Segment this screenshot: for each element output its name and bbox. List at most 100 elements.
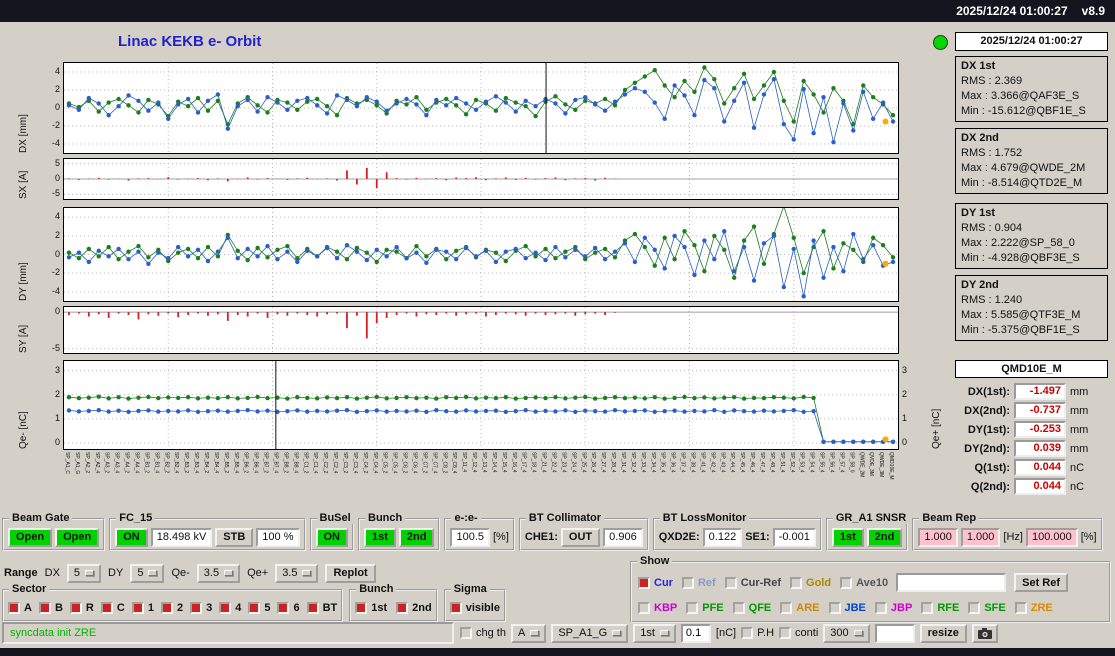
checkbox-indicator[interactable]	[131, 602, 144, 614]
checkbox-bt[interactable]: BT	[306, 602, 337, 614]
checkbox-indicator[interactable]	[828, 601, 841, 614]
checkbox-3[interactable]: 3	[190, 602, 212, 614]
checkbox-indicator[interactable]	[160, 602, 173, 614]
dx-orbit-plot[interactable]: 4 2 0 -2 -4 DX [mm]	[18, 62, 899, 154]
checkbox-gold[interactable]: Gold	[790, 576, 831, 589]
checkbox-a[interactable]: A	[8, 602, 32, 614]
checkbox-indicator[interactable]	[100, 602, 113, 614]
checkbox-indicator[interactable]	[681, 576, 694, 589]
checkbox-indicator[interactable]	[460, 627, 472, 639]
checkbox-ave10[interactable]: Ave10	[840, 576, 888, 589]
range-dy-select[interactable]: 5	[130, 563, 165, 583]
checkbox-b[interactable]: B	[38, 602, 63, 614]
checkbox-indicator[interactable]	[306, 602, 319, 614]
bpm-select[interactable]: SP_A1_G	[551, 623, 629, 643]
checkbox-5[interactable]: 5	[248, 602, 270, 614]
sector-select[interactable]: A	[510, 623, 547, 643]
beam-gate-open-2-button[interactable]: Open	[55, 527, 100, 547]
checkbox-indicator[interactable]	[277, 602, 290, 614]
checkbox-indicator[interactable]	[449, 602, 462, 614]
checkbox-indicator[interactable]	[921, 601, 934, 614]
checkbox-indicator[interactable]	[724, 576, 737, 589]
beam-gate-open-1-button[interactable]: Open	[8, 527, 53, 547]
checkbox-indicator[interactable]	[741, 627, 754, 639]
stat-title: DX 2nd	[961, 132, 999, 144]
fc15-stb-button[interactable]: STB	[215, 527, 254, 547]
checkbox-indicator[interactable]	[638, 601, 650, 614]
fc15-on-button[interactable]: ON	[115, 527, 148, 547]
checkbox-1st[interactable]: 1st	[355, 602, 387, 614]
sy-steering-plot[interactable]: 0 -5 SY [A]	[18, 306, 899, 354]
replot-button[interactable]: Replot	[325, 563, 376, 583]
range-qem-select[interactable]: 3.5	[196, 563, 241, 583]
count-select[interactable]: 300	[823, 623, 870, 643]
resize-button[interactable]: resize	[919, 623, 967, 643]
dx-chart-canvas[interactable]	[64, 63, 898, 153]
sy-chart-canvas[interactable]	[64, 307, 898, 353]
checkbox-rfe[interactable]: RFE	[921, 601, 959, 614]
checkbox-indicator[interactable]	[874, 601, 887, 614]
checkbox-qfe[interactable]: QFE	[732, 601, 771, 614]
conti-checkbox[interactable]: conti	[779, 627, 818, 639]
checkbox-indicator[interactable]	[38, 602, 51, 614]
checkbox-are[interactable]: ARE	[780, 601, 820, 614]
checkbox-indicator[interactable]	[732, 601, 745, 614]
threshold-input[interactable]	[680, 623, 711, 643]
checkbox-1[interactable]: 1	[131, 602, 154, 614]
range-row: Range DX 5 DY 5 Qe- 3.5 Qe+ 3.5 Replot	[4, 562, 376, 584]
checkbox-visible[interactable]: visible	[449, 602, 500, 614]
checkbox-ref[interactable]: Ref	[681, 576, 716, 589]
checkbox-cur[interactable]: Cur	[638, 576, 673, 589]
sx-chart-canvas[interactable]	[64, 159, 898, 199]
checkbox-cur-ref[interactable]: Cur-Ref	[724, 576, 781, 589]
checkbox-c[interactable]: C	[100, 602, 125, 614]
charge-plot[interactable]: 3 2 1 0 3 2 1 0 Qe- [nC] Qe+ [nC]	[18, 360, 942, 450]
checkbox-indicator[interactable]	[840, 576, 853, 589]
checkbox-indicator[interactable]	[779, 627, 792, 639]
set-ref-button[interactable]: Set Ref	[1014, 573, 1069, 592]
ph-checkbox[interactable]: P.H	[741, 627, 774, 639]
checkbox-2[interactable]: 2	[160, 602, 183, 614]
gr-snsr-1st-button[interactable]: 1st	[831, 527, 864, 547]
checkbox-jbe[interactable]: JBE	[828, 601, 866, 614]
checkbox-indicator[interactable]	[355, 602, 368, 614]
ref-file-input[interactable]	[896, 573, 1007, 592]
checkbox-indicator[interactable]	[8, 602, 20, 614]
checkbox-indicator[interactable]	[1014, 601, 1027, 614]
checkbox-indicator[interactable]	[780, 601, 793, 614]
checkbox-jbp[interactable]: JBP	[874, 601, 913, 614]
gr-snsr-2nd-button[interactable]: 2nd	[866, 527, 903, 547]
checkbox-indicator[interactable]	[248, 602, 261, 614]
che1-out-button[interactable]: OUT	[560, 527, 601, 547]
checkbox-indicator[interactable]	[396, 602, 409, 614]
dy-orbit-plot[interactable]: 4 2 0 -2 -4 DY [mm]	[18, 207, 899, 302]
checkbox-zre[interactable]: ZRE	[1014, 601, 1053, 614]
checkbox-kbp[interactable]: KBP	[638, 601, 677, 614]
checkbox-indicator[interactable]	[686, 601, 699, 614]
busel-on-button[interactable]: ON	[315, 527, 348, 547]
bunch-2nd-button[interactable]: 2nd	[398, 527, 435, 547]
checkbox-indicator[interactable]	[219, 602, 232, 614]
bunch-1st-button[interactable]: 1st	[364, 527, 396, 547]
dy-chart-canvas[interactable]	[64, 208, 898, 301]
checkbox-indicator[interactable]	[69, 602, 82, 614]
range-qep-select[interactable]: 3.5	[275, 563, 319, 583]
checkbox-pfe[interactable]: PFE	[686, 601, 724, 614]
chg-th-checkbox[interactable]: chg th	[460, 627, 506, 639]
checkbox-indicator[interactable]	[968, 601, 981, 614]
checkbox-indicator[interactable]	[638, 576, 650, 589]
checkbox-6[interactable]: 6	[277, 602, 300, 614]
checkbox-2nd[interactable]: 2nd	[396, 602, 432, 614]
bunch-select[interactable]: 1st	[633, 623, 676, 643]
camera-button[interactable]	[971, 623, 998, 643]
checkbox-label: JBP	[890, 601, 913, 614]
blank-input[interactable]	[874, 623, 915, 643]
checkbox-sfe[interactable]: SFE	[968, 601, 1006, 614]
qe-chart-canvas[interactable]	[64, 361, 898, 449]
range-dx-select[interactable]: 5	[66, 563, 102, 583]
checkbox-4[interactable]: 4	[219, 602, 241, 614]
checkbox-r[interactable]: R	[69, 602, 94, 614]
checkbox-indicator[interactable]	[790, 576, 803, 589]
checkbox-indicator[interactable]	[190, 602, 203, 614]
sx-steering-plot[interactable]: 5 0 -5 SX [A]	[18, 158, 899, 200]
